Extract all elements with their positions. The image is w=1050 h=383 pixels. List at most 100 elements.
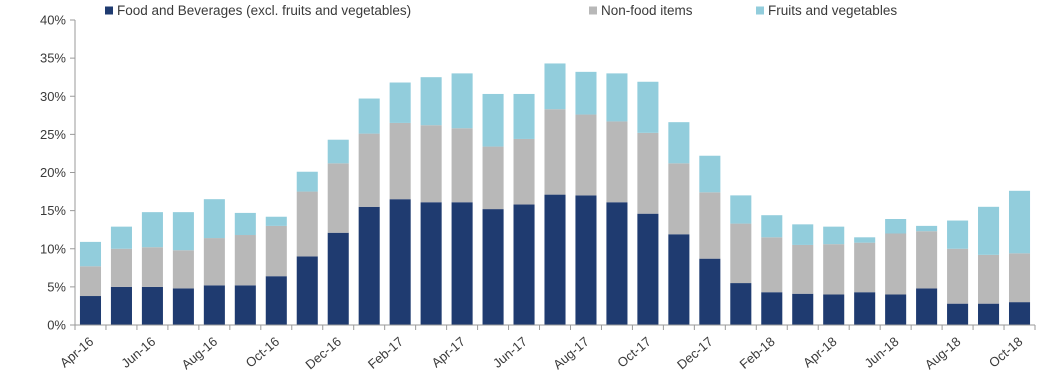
- bar-segment-series-2: [420, 125, 442, 203]
- bar-segment-series-1: [482, 209, 504, 325]
- y-axis: 0% 5% 10% 15% 20% 25% 30% 35% 40%: [40, 13, 76, 333]
- bar-segment-series-1: [172, 288, 194, 325]
- bar-segment-series-3: [792, 224, 814, 245]
- bar-segment-series-2: [482, 146, 504, 210]
- y-tick-label: 15%: [40, 203, 66, 218]
- x-tick-label: Oct-17: [614, 334, 654, 371]
- bar-segment-series-3: [172, 212, 194, 251]
- bar-segment-series-3: [110, 226, 132, 249]
- x-tick-label: Oct-16: [243, 334, 283, 371]
- legend-swatch: [756, 6, 764, 15]
- bar-segment-series-2: [978, 254, 1000, 304]
- bar-segment-series-2: [327, 163, 349, 233]
- bar-segment-series-1: [234, 285, 256, 325]
- bar-segment-series-3: [606, 73, 628, 122]
- bar-segment-series-1: [916, 288, 938, 325]
- chart-legend: Food and Beverages (excl. fruits and veg…: [105, 3, 897, 18]
- bar-segment-series-2: [916, 231, 938, 289]
- bar-segment-series-1: [823, 294, 845, 325]
- bar-segment-series-2: [172, 250, 194, 289]
- bar-segment-series-2: [606, 121, 628, 203]
- bar-segment-series-1: [420, 202, 442, 325]
- y-tick-label: 30%: [40, 89, 66, 104]
- bar-segment-series-3: [141, 212, 163, 248]
- bar-segment-series-1: [141, 286, 163, 326]
- bar-segment-series-1: [730, 283, 752, 325]
- x-tick-label: Apr-18: [800, 334, 840, 371]
- bar-segment-series-3: [327, 139, 349, 164]
- bar-segment-series-2: [823, 244, 845, 295]
- bar-segment-series-3: [203, 199, 225, 239]
- bar-segment-series-2: [110, 248, 132, 287]
- x-tick-label: Aug-18: [922, 334, 964, 372]
- bar-segment-series-1: [699, 258, 721, 325]
- x-tick-label: Dec-17: [674, 334, 716, 372]
- bar-segment-series-3: [668, 122, 690, 164]
- y-tick-label: 25%: [40, 127, 66, 142]
- bars-group: [79, 63, 1031, 326]
- bar-segment-series-2: [203, 238, 225, 286]
- bar-segment-series-2: [544, 109, 566, 195]
- bar-segment-series-1: [792, 293, 814, 325]
- bar-segment-series-2: [854, 242, 876, 293]
- bar-segment-series-2: [761, 237, 783, 293]
- bar-segment-series-1: [1008, 302, 1031, 326]
- bar-segment-series-3: [296, 171, 318, 192]
- x-tick-label: Apr-16: [57, 334, 97, 371]
- bar-segment-series-3: [234, 212, 256, 236]
- bar-segment-series-2: [79, 266, 102, 297]
- y-tick-label: 35%: [40, 51, 66, 66]
- x-tick-label: Dec-16: [302, 334, 344, 372]
- bar-segment-series-2: [699, 192, 721, 259]
- x-tick-label: Jun-16: [118, 334, 158, 371]
- bar-segment-series-1: [327, 232, 349, 325]
- bar-segment-series-3: [637, 81, 659, 133]
- bar-segment-series-3: [947, 220, 969, 249]
- bar-segment-series-3: [885, 219, 907, 234]
- legend-swatch: [105, 6, 113, 15]
- bar-segment-series-3: [916, 225, 938, 232]
- y-tick-label: 10%: [40, 241, 66, 256]
- bar-segment-series-1: [885, 294, 907, 325]
- bar-segment-series-2: [668, 163, 690, 235]
- bar-segment-series-3: [482, 93, 504, 147]
- x-tick-label: Apr-17: [428, 334, 468, 371]
- bar-segment-series-2: [575, 114, 597, 196]
- bar-segment-series-3: [389, 82, 411, 123]
- x-tick-label: Feb-17: [365, 334, 406, 372]
- bar-segment-series-2: [513, 138, 535, 205]
- bar-segment-series-1: [978, 303, 1000, 325]
- legend-label: Fruits and vegetables: [768, 3, 897, 18]
- bar-segment-series-2: [947, 248, 969, 304]
- bar-segment-series-1: [575, 195, 597, 326]
- bar-segment-series-1: [358, 206, 380, 325]
- bar-segment-series-3: [420, 77, 442, 126]
- bar-segment-series-3: [1008, 190, 1031, 254]
- y-tick-label: 0%: [47, 318, 66, 333]
- bar-segment-series-2: [637, 132, 659, 214]
- x-axis: Apr-16 Jun-16 Aug-16 Oct-16 Dec-16 Feb-17 Apr-…: [57, 324, 1036, 372]
- bar-segment-series-2: [296, 191, 318, 257]
- bar-segment-series-3: [699, 155, 721, 193]
- x-tick-label: Aug-16: [179, 334, 221, 372]
- bar-segment-series-1: [451, 202, 473, 325]
- bar-segment-series-3: [79, 241, 102, 267]
- bar-segment-series-3: [513, 93, 535, 139]
- bar-segment-series-3: [451, 73, 473, 129]
- bar-segment-series-1: [79, 296, 102, 325]
- bar-segment-series-2: [141, 247, 163, 287]
- bar-segment-series-2: [234, 235, 256, 286]
- bar-segment-series-1: [947, 303, 969, 325]
- bar-segment-series-1: [110, 286, 132, 326]
- y-tick-label: 20%: [40, 165, 66, 180]
- bar-segment-series-3: [730, 195, 752, 224]
- legend-label: Food and Beverages (excl. fruits and veg…: [117, 3, 411, 18]
- x-tick-label: Feb-18: [736, 334, 777, 372]
- legend-swatch: [589, 6, 597, 15]
- x-tick-label: Jun-17: [490, 334, 530, 371]
- bar-segment-series-2: [265, 225, 287, 277]
- bar-segment-series-3: [265, 216, 287, 226]
- bar-segment-series-1: [296, 256, 318, 326]
